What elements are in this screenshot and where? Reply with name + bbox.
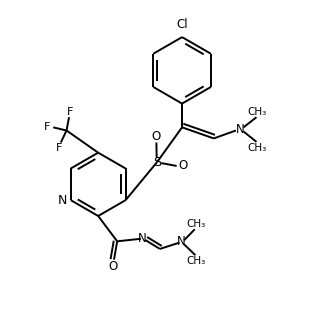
Text: O: O (152, 130, 161, 143)
Text: CH₃: CH₃ (186, 218, 205, 229)
Text: CH₃: CH₃ (248, 107, 267, 116)
Text: S: S (153, 156, 161, 169)
Text: O: O (178, 159, 188, 172)
Text: F: F (56, 143, 62, 153)
Text: Cl: Cl (176, 18, 188, 31)
Text: F: F (44, 122, 51, 132)
Text: CH₃: CH₃ (187, 256, 206, 266)
Text: CH₃: CH₃ (248, 142, 267, 153)
Text: F: F (67, 107, 73, 116)
Text: N: N (177, 235, 185, 248)
Text: N: N (236, 123, 245, 136)
Text: N: N (138, 232, 147, 245)
Text: N: N (58, 194, 68, 207)
Text: O: O (109, 260, 118, 273)
